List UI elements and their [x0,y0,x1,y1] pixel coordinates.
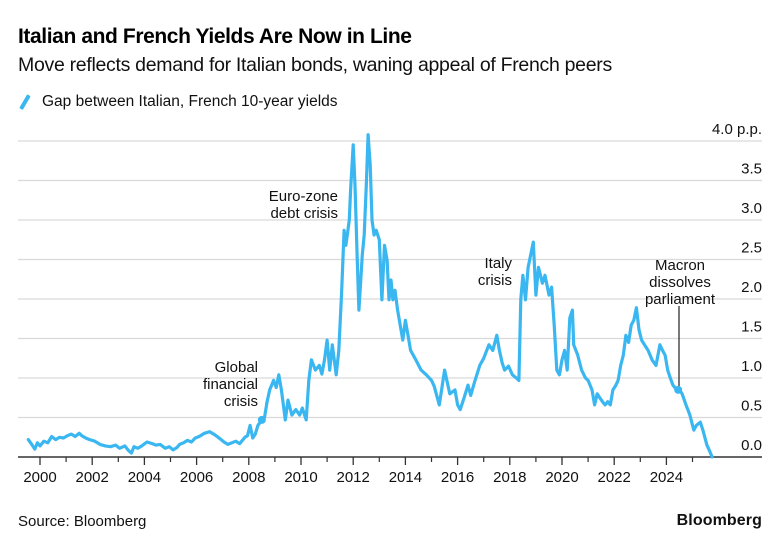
y-tick-label: 3.5 [741,161,762,178]
x-tick-label: 2022 [598,469,631,486]
chart-title: Italian and French Yields Are Now in Lin… [18,25,412,48]
y-tick-label: 4.0 p.p. [712,121,762,138]
x-tick-label: 2016 [441,469,474,486]
y-tick-label: 3.0 [741,200,762,217]
x-tick-label: 2012 [337,469,370,486]
x-tick-label: 2024 [650,469,683,486]
annotation-text: financial [203,376,258,393]
annotation-text: debt crisis [270,205,338,222]
annotation-text: Italy [484,255,512,272]
event-marker [257,415,266,424]
annotation-text: Euro-zone [269,188,338,205]
y-tick-label: 0.0 [741,437,762,454]
annotation-text: Global [215,359,258,376]
annotation-text: dissolves [649,274,711,291]
x-tick-label: 2014 [389,469,422,486]
legend: Gap between Italian, French 10-year yiel… [18,93,338,111]
x-tick-label: 2002 [76,469,109,486]
x-tick-label: 2000 [23,469,56,486]
y-axis-labels: 0.0 0.5 1.0 1.5 2.0 2.5 3.0 3.5 4.0 p.p. [712,121,762,454]
legend-label: Gap between Italian, French 10-year yiel… [42,93,338,110]
y-tick-label: 0.5 [741,398,762,415]
annotation-text: crisis [224,393,258,410]
x-tick-label: 2004 [128,469,161,486]
y-tick-label: 1.0 [741,358,762,375]
chart-subtitle: Move reflects demand for Italian bonds, … [18,54,612,76]
x-tick-label: 2018 [493,469,526,486]
bloomberg-logo: Bloomberg [676,512,762,529]
annotation-text: parliament [645,291,716,308]
x-tick-label: 2010 [284,469,317,486]
source-note: Source: Bloomberg [18,513,147,530]
y-tick-label: 2.5 [741,240,762,257]
y-tick-label: 2.0 [741,279,762,296]
annotation-text: crisis [478,272,512,289]
x-tick-label: 2020 [545,469,578,486]
x-tick-label: 2006 [180,469,213,486]
annotation-text: Macron [655,257,705,274]
event-marker [674,385,683,394]
series-layer [26,133,714,459]
x-tick-label: 2008 [232,469,265,486]
x-axis: 2000 2002 2004 2006 2008 2010 2012 2014 2016 2018… [18,456,762,486]
y-tick-label: 1.5 [741,319,762,336]
series-line [26,133,714,459]
